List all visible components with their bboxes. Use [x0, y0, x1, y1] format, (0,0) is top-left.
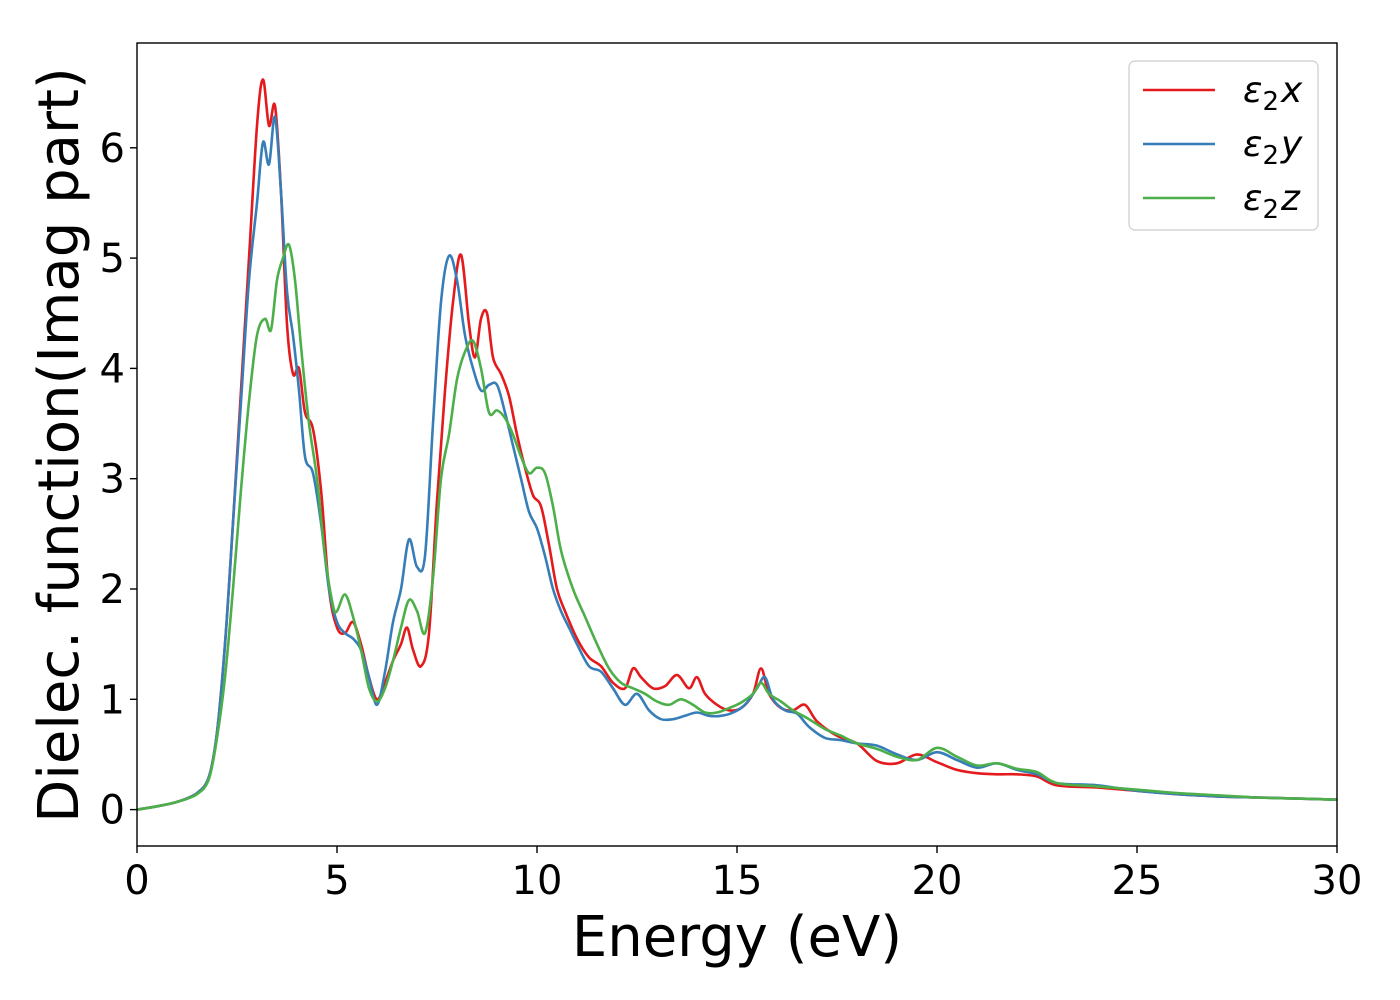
x-tick-label: 20 — [912, 858, 963, 904]
legend: ε2x ε2y ε2z — [1128, 60, 1319, 231]
y-tick-label: 4 — [100, 346, 125, 392]
x-axis: 0 5 10 15 20 25 30 — [124, 846, 1362, 904]
y-tick-label: 6 — [100, 126, 125, 172]
legend-label: ε2z — [1243, 178, 1301, 225]
y-tick-label: 5 — [100, 236, 125, 282]
legend-label: ε2y — [1243, 124, 1303, 171]
x-tick-label: 15 — [712, 858, 763, 904]
y-tick-label: 3 — [100, 457, 125, 503]
x-tick-label: 30 — [1312, 858, 1363, 904]
series-lines — [136, 78, 1338, 811]
legend-label: ε2x — [1243, 70, 1303, 117]
series-line-z — [136, 242, 1338, 811]
series-line-y — [136, 115, 1338, 811]
y-tick-label: 1 — [100, 677, 125, 723]
y-tick-label: 2 — [100, 567, 125, 613]
legend-box — [1128, 60, 1319, 231]
y-tick-label: 0 — [100, 788, 125, 834]
x-tick-label: 25 — [1112, 858, 1163, 904]
y-axis: 0 1 2 3 4 5 6 — [100, 126, 137, 834]
x-tick-label: 5 — [324, 858, 349, 904]
x-axis-label: Energy (eV) — [572, 905, 902, 970]
y-axis-label: Dielec. function(Imag part) — [27, 67, 92, 823]
x-tick-label: 0 — [124, 858, 149, 904]
x-tick-label: 10 — [512, 858, 563, 904]
